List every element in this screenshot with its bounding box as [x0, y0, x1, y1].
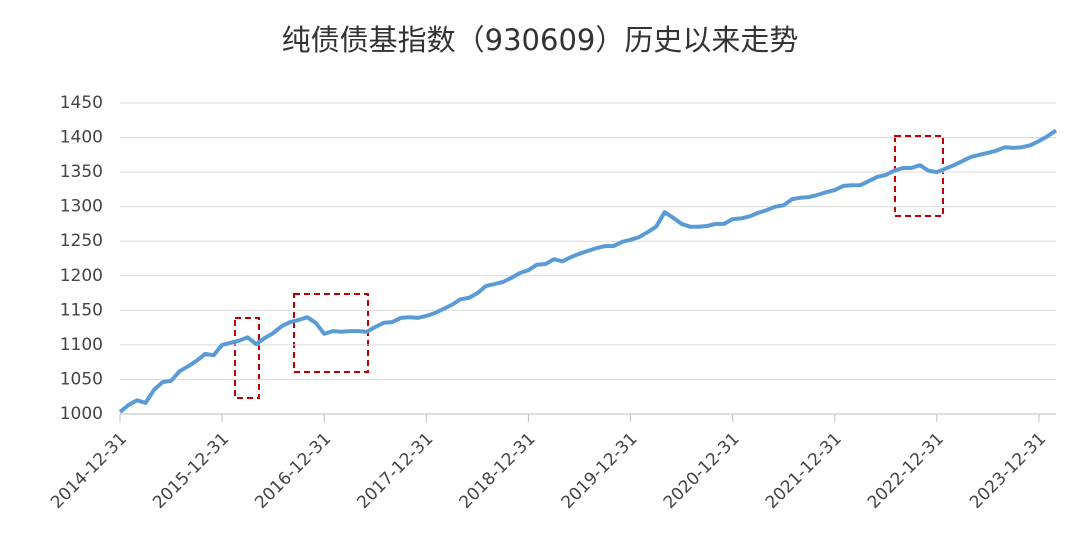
highlight-box	[894, 135, 944, 217]
x-tick-label: 2016-12-31	[251, 429, 335, 513]
x-tick-label: 2022-12-31	[864, 429, 948, 513]
y-tick-label: 1200	[60, 266, 103, 286]
y-tick-label: 1350	[60, 162, 103, 182]
chart-title: 纯债债基指数（930609）历史以来走势	[282, 23, 799, 57]
highlight-box	[234, 317, 260, 399]
x-tick-label: 2017-12-31	[353, 429, 437, 513]
y-tick-label: 1300	[60, 197, 103, 217]
x-tick-label: 2015-12-31	[149, 429, 233, 513]
y-tick-label: 1050	[60, 369, 103, 389]
x-tick-label: 2021-12-31	[762, 429, 846, 513]
x-tick-label: 2019-12-31	[558, 429, 642, 513]
x-tick-label: 2020-12-31	[660, 429, 744, 513]
y-tick-label: 1100	[60, 335, 103, 355]
x-tick-label: 2014-12-31	[47, 429, 131, 513]
y-tick-label: 1450	[60, 93, 103, 113]
line-series	[118, 128, 1058, 414]
y-tick-label: 1400	[60, 128, 103, 148]
y-tick-label: 1250	[60, 231, 103, 251]
y-tick-label: 1150	[60, 300, 103, 320]
y-tick-label: 1000	[60, 404, 103, 424]
x-tick-label: 2018-12-31	[456, 429, 540, 513]
x-tick-label: 2023-12-31	[966, 429, 1050, 513]
